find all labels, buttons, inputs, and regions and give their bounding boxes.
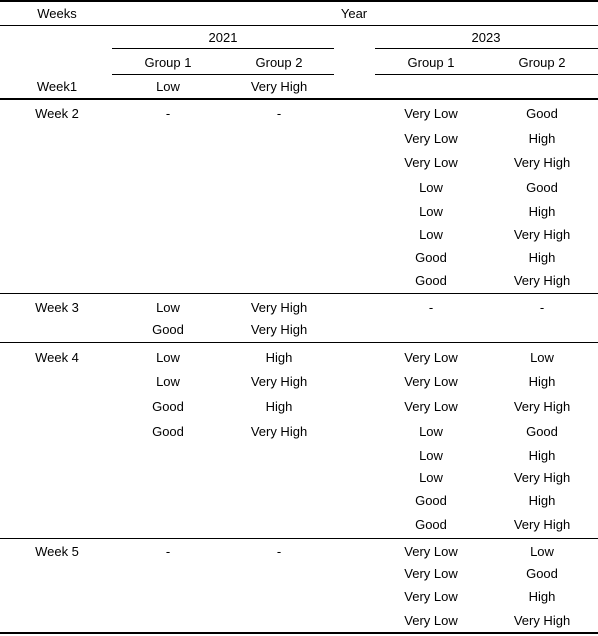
- cell-2021-group2: Very High: [250, 424, 308, 439]
- cell-2023-group1: Very Low: [404, 106, 458, 121]
- cell-2023-group2: Very High: [513, 517, 571, 532]
- cell-2021-group1: Good: [152, 399, 184, 414]
- cell-2021-group2: High: [265, 350, 293, 365]
- cell-2023-group2: High: [528, 448, 556, 463]
- cell-2023-group1: Low: [419, 227, 443, 242]
- cell-2023-group2: Good: [526, 566, 558, 581]
- cell-2023-group1: Good: [415, 493, 447, 508]
- top-rule: [0, 0, 598, 2]
- week-label: Week 5: [35, 544, 79, 559]
- year-2023-rule: [375, 48, 598, 49]
- cell-2023-group2: Low: [530, 544, 554, 559]
- cell-2021-group2: Very High: [250, 79, 308, 94]
- cell-2023-group2: Good: [526, 424, 558, 439]
- group-header-2023-g1: Group 1: [407, 55, 455, 70]
- cell-2023-group2: Good: [526, 180, 558, 195]
- week-label: Week 2: [35, 106, 79, 121]
- cell-2023-group1: Very Low: [404, 374, 458, 389]
- cell-2023-group2: Very High: [513, 273, 571, 288]
- cell-2023-group2: High: [528, 204, 556, 219]
- week4-rule: [0, 538, 598, 539]
- cell-2023-group1: Good: [415, 517, 447, 532]
- week3-rule: [0, 342, 598, 343]
- cell-2023-group1: Low: [419, 424, 443, 439]
- bottom-rule: [0, 632, 598, 634]
- cell-2023-group1: Very Low: [404, 613, 458, 628]
- cell-2023-group1: -: [428, 300, 434, 315]
- weeks-column-header: Weeks: [37, 6, 77, 21]
- cell-2023-group2: High: [528, 131, 556, 146]
- cell-2021-group2: Very High: [250, 300, 308, 315]
- cell-2023-group2: Good: [526, 106, 558, 121]
- year-2023-header: 2023: [471, 30, 501, 45]
- cell-2023-group2: Low: [530, 350, 554, 365]
- group-header-2023-g2: Group 2: [518, 55, 566, 70]
- cell-2021-group1: Good: [152, 322, 184, 337]
- cell-2023-group2: Very High: [513, 399, 571, 414]
- cell-2023-group1: Very Low: [404, 350, 458, 365]
- cell-2023-group1: Low: [419, 180, 443, 195]
- cell-2023-group2: High: [528, 493, 556, 508]
- cell-2023-group2: -: [539, 300, 545, 315]
- cell-2023-group2: High: [528, 250, 556, 265]
- cell-2021-group2: -: [276, 544, 282, 559]
- cell-2023-group2: Very High: [513, 470, 571, 485]
- cell-2021-group2: Very High: [250, 374, 308, 389]
- group-header-2021-g2: Group 2: [255, 55, 303, 70]
- cell-2023-group1: Very Low: [404, 544, 458, 559]
- week-label: Week 4: [35, 350, 79, 365]
- cell-2023-group1: Very Low: [404, 131, 458, 146]
- cell-2023-group1: Low: [419, 204, 443, 219]
- cell-2023-group1: Good: [415, 250, 447, 265]
- cell-2021-group2: High: [265, 399, 293, 414]
- cell-2023-group1: Very Low: [404, 155, 458, 170]
- week-label: Week 3: [35, 300, 79, 315]
- header-rule: [0, 25, 598, 26]
- cell-2023-group2: Very High: [513, 613, 571, 628]
- cell-2021-group1: Low: [156, 374, 180, 389]
- cell-2023-group2: Very High: [513, 155, 571, 170]
- cell-2023-group2: Very High: [513, 227, 571, 242]
- cell-2023-group2: High: [528, 589, 556, 604]
- cell-2023-group2: High: [528, 374, 556, 389]
- groups-2021-rule: [112, 74, 334, 75]
- cell-2023-group1: Very Low: [404, 566, 458, 581]
- cell-2021-group1: Low: [156, 79, 180, 94]
- cell-2023-group1: Good: [415, 273, 447, 288]
- week2-rule: [0, 293, 598, 294]
- cell-2021-group2: Very High: [250, 322, 308, 337]
- cell-2021-group2: -: [276, 106, 282, 121]
- cell-2023-group1: Low: [419, 448, 443, 463]
- groups-2023-rule: [375, 74, 598, 75]
- cell-2021-group1: Low: [156, 350, 180, 365]
- group-header-2021-g1: Group 1: [144, 55, 192, 70]
- year-header: Year: [340, 6, 368, 21]
- cell-2023-group1: Very Low: [404, 399, 458, 414]
- cell-2023-group1: Very Low: [404, 589, 458, 604]
- cell-2021-group1: Good: [152, 424, 184, 439]
- week1-rule: [0, 98, 598, 100]
- cell-2021-group1: -: [165, 544, 171, 559]
- year-2021-rule: [112, 48, 334, 49]
- year-2021-header: 2021: [208, 30, 238, 45]
- cell-2021-group1: -: [165, 106, 171, 121]
- cell-2021-group1: Low: [156, 300, 180, 315]
- cell-2023-group1: Low: [419, 470, 443, 485]
- week-label: Week1: [36, 79, 78, 94]
